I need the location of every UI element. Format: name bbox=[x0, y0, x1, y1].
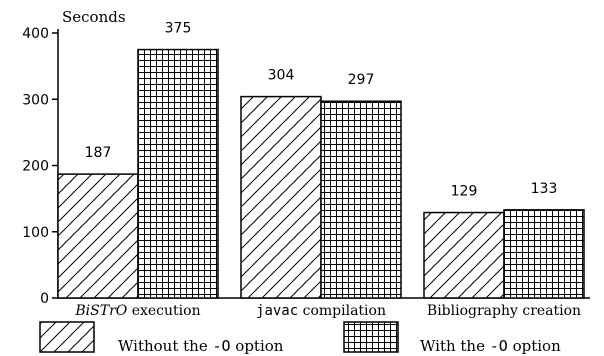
bar bbox=[240, 95, 322, 299]
y-tick-label: 300 bbox=[22, 92, 49, 108]
bar bbox=[137, 48, 219, 299]
bar-value-label: 297 bbox=[348, 72, 375, 88]
category-label: BiSTrO execution bbox=[74, 303, 200, 319]
bar bbox=[57, 173, 139, 299]
legend: Without the -O option With the -O option bbox=[39, 321, 561, 355]
bar bbox=[503, 209, 585, 299]
legend-swatch bbox=[39, 321, 95, 353]
legend-swatch bbox=[343, 321, 399, 353]
bar-value-label: 187 bbox=[85, 145, 112, 161]
bars: 187 304 129 375 297 133 bbox=[57, 21, 585, 299]
y-tick-label: 200 bbox=[22, 159, 49, 175]
y-tick-label: 0 bbox=[40, 291, 49, 307]
bar-value-label: 129 bbox=[451, 184, 478, 200]
legend-label: Without the -O option bbox=[118, 337, 284, 355]
bar bbox=[423, 211, 505, 299]
category-label: javac compilation bbox=[256, 303, 386, 319]
x-axis-labels: BiSTrO execution javac compilation Bibliog… bbox=[74, 303, 581, 319]
bar-value-label: 304 bbox=[268, 68, 295, 84]
bar bbox=[320, 100, 402, 299]
bar-value-label: 133 bbox=[531, 181, 558, 197]
legend-label: With the -O option bbox=[420, 337, 561, 355]
bar-value-label: 375 bbox=[165, 21, 192, 37]
y-tick-label: 400 bbox=[22, 26, 49, 42]
category-label: Bibliography creation bbox=[427, 303, 581, 319]
y-tick-label: 100 bbox=[22, 225, 49, 241]
y-axis-label: Seconds bbox=[62, 8, 126, 26]
